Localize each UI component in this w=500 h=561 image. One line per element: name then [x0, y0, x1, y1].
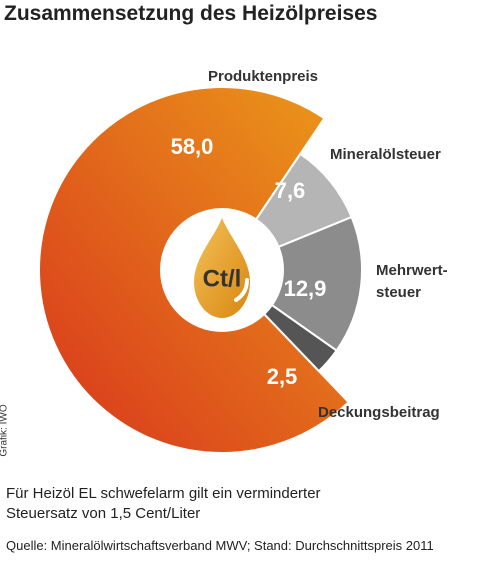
- value-label: 2,5: [267, 364, 298, 389]
- value-label: 58,0: [171, 134, 214, 159]
- drop-highlight: [234, 278, 249, 302]
- value-label: 7,6: [275, 178, 306, 203]
- chart-title: Zusammensetzung des Heizölpreises: [4, 2, 378, 25]
- value-label: 12,9: [284, 276, 327, 301]
- center-label: Ct/l: [203, 265, 242, 292]
- category-label: Mehrwert- steuer: [376, 262, 448, 301]
- drop-icon: [194, 218, 250, 318]
- source: Quelle: Mineralölwirtschaftsverband MWV;…: [6, 538, 434, 553]
- category-label: Mineralölsteuer: [330, 146, 441, 163]
- category-label: Produktenpreis: [208, 68, 319, 85]
- credit: Grafik: IWO: [0, 404, 10, 457]
- category-label: Deckungsbeitrag: [318, 404, 440, 421]
- slice: [219, 215, 363, 352]
- note: Für Heizöl EL schwefelarm gilt ein vermi…: [6, 485, 321, 522]
